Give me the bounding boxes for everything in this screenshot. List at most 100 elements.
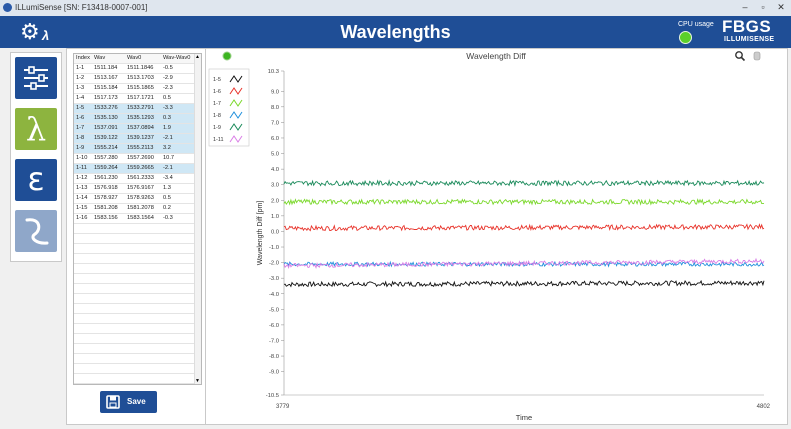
- column-header-index[interactable]: Index: [76, 55, 90, 61]
- close-button[interactable]: ✕: [777, 2, 785, 12]
- y-tick-label: -7.0: [269, 338, 279, 344]
- cell-wav: 1537.091: [94, 125, 118, 131]
- cell-index: 1-16: [76, 215, 88, 221]
- table-row[interactable]: 1-11 1559.264 1559.2665 -2.1: [74, 164, 201, 174]
- table-row[interactable]: 1-9 1555.214 1555.2113 3.2: [74, 144, 201, 154]
- cell-wav0: 1581.2078: [127, 205, 154, 211]
- minimize-button[interactable]: –: [742, 2, 748, 12]
- table-row[interactable]: 1-10 1557.280 1557.2690 10.7: [74, 154, 201, 164]
- table-row[interactable]: 1-13 1576.918 1576.9167 1.3: [74, 184, 201, 194]
- cell-wav: 1557.280: [94, 155, 118, 161]
- series-line-1-9: [283, 179, 765, 188]
- cell-wav: 1576.918: [94, 185, 118, 191]
- table-row[interactable]: 1-3 1515.184 1515.1865 -2.3: [74, 84, 201, 94]
- series-line-1-5: [283, 279, 765, 288]
- window-title: ILLumiSense [SN: F13418-0007-001]: [15, 3, 148, 12]
- page-title: Wavelengths: [340, 22, 451, 42]
- table-scrollbar[interactable]: ▲ ▼: [194, 54, 201, 384]
- table-row-empty: [74, 284, 201, 294]
- table-row[interactable]: 1-7 1537.091 1537.0894 1.9: [74, 124, 201, 134]
- x-tick-label: 4802: [757, 404, 771, 410]
- table-row-empty: [74, 224, 201, 234]
- table-row-empty: [74, 354, 201, 364]
- app-icon: [3, 3, 12, 12]
- legend-swatch: [229, 75, 243, 83]
- cell-index: 1-10: [76, 155, 88, 161]
- cell-wav0: 1513.1703: [127, 75, 154, 81]
- column-header-wav[interactable]: Wav: [94, 55, 106, 61]
- scroll-down-icon[interactable]: ▼: [195, 378, 200, 384]
- cell-wav: 1561.230: [94, 175, 118, 181]
- cell-index: 1-8: [76, 135, 85, 141]
- cell-diff: -2.1: [163, 135, 173, 141]
- cell-index: 1-6: [76, 115, 85, 121]
- cell-diff: -0.3: [163, 215, 173, 221]
- left-nav: λ ε: [10, 52, 62, 262]
- table-row-empty: [74, 294, 201, 304]
- sliders-icon: [24, 66, 48, 90]
- gear-icon[interactable]: ⚙: [20, 19, 40, 44]
- nav-shape-button[interactable]: [15, 210, 57, 252]
- cell-diff: -2.1: [163, 165, 173, 171]
- wavelength-diff-chart[interactable]: Wavelength Diff 10.3 9.0 8.0 7.0 6.0 5.0 4.0 3.0…: [206, 49, 787, 424]
- table-row[interactable]: 1-2 1513.167 1513.1703 -2.9: [74, 74, 201, 84]
- legend-label: 1-8: [213, 113, 221, 119]
- column-header-diff[interactable]: Wav-Wav0: [163, 55, 191, 61]
- table-row[interactable]: 1-12 1561.230 1561.2333 -3.4: [74, 174, 201, 184]
- cell-wav: 1511.184: [94, 65, 118, 71]
- cell-diff: -0.5: [163, 65, 173, 71]
- table-row-empty: [74, 244, 201, 254]
- save-button[interactable]: Save: [100, 391, 157, 413]
- table-row[interactable]: 1-14 1578.927 1578.9263 0.5: [74, 194, 201, 204]
- save-button-label: Save: [127, 397, 146, 406]
- cell-index: 1-2: [76, 75, 85, 81]
- cell-diff: -3.3: [163, 105, 173, 111]
- cell-diff: 0.2: [163, 205, 171, 211]
- cell-index: 1-5: [76, 105, 85, 111]
- cell-index: 1-4: [76, 95, 85, 101]
- cell-index: 1-7: [76, 125, 85, 131]
- table-row[interactable]: 1-6 1535.130 1535.1293 0.3: [74, 114, 201, 124]
- series-line-1-6: [283, 223, 765, 232]
- y-tick-label: -9.0: [269, 370, 279, 376]
- cell-index: 1-9: [76, 145, 85, 151]
- y-tick-label: 5.0: [271, 152, 279, 158]
- table-row[interactable]: 1-1 1511.184 1511.1846 -0.5: [74, 64, 201, 74]
- table-row-empty: [74, 274, 201, 284]
- cell-wav0: 1583.1564: [127, 215, 154, 221]
- table-row[interactable]: 1-5 1533.276 1533.2791 -3.3: [74, 104, 201, 114]
- y-tick-label: -8.0: [269, 354, 279, 360]
- legend-swatch: [229, 123, 243, 131]
- table-row[interactable]: 1-4 1517.173 1517.1721 0.5: [74, 94, 201, 104]
- nav-strain-button[interactable]: ε: [15, 159, 57, 201]
- y-tick-label: -6.0: [269, 323, 279, 329]
- scroll-up-icon[interactable]: ▲: [195, 54, 200, 60]
- cell-diff: 1.9: [163, 125, 171, 131]
- table-row[interactable]: 1-15 1581.208 1581.2078 0.2: [74, 204, 201, 214]
- zoom-icon[interactable]: [735, 51, 746, 62]
- column-header-wav0[interactable]: Wav0: [127, 55, 142, 61]
- nav-settings-button[interactable]: [15, 57, 57, 99]
- cell-wav0: 1561.2333: [127, 175, 154, 181]
- maximize-button[interactable]: ▫: [761, 2, 765, 12]
- x-axis-label: Time: [516, 413, 532, 422]
- nav-wavelength-button[interactable]: λ: [15, 108, 57, 150]
- y-tick-label: -2.0: [269, 261, 279, 267]
- table-row[interactable]: 1-16 1583.156 1583.1564 -0.3: [74, 214, 201, 224]
- status-led-icon: [222, 51, 232, 61]
- plot-panel: Wavelength Diff 10.3 9.0 8.0 7.0 6.0 5.0 4.0 3.0…: [205, 48, 788, 425]
- table-row-empty: [74, 324, 201, 334]
- table-row-empty: [74, 344, 201, 354]
- pan-hand-icon[interactable]: [753, 51, 761, 61]
- cell-wav: 1559.264: [94, 165, 118, 171]
- cell-wav: 1517.173: [94, 95, 118, 101]
- cell-wav: 1533.276: [94, 105, 118, 111]
- cell-wav: 1578.927: [94, 195, 118, 201]
- cell-diff: -2.9: [163, 75, 173, 81]
- lambda-icon: λ: [42, 28, 50, 43]
- legend-label: 1-11: [213, 137, 224, 143]
- window-titlebar: ILLumiSense [SN: F13418-0007-001] – ▫ ✕: [0, 0, 791, 17]
- table-row[interactable]: 1-8 1539.122 1539.1237 -2.1: [74, 134, 201, 144]
- cell-index: 1-14: [76, 195, 88, 201]
- cell-wav: 1583.156: [94, 215, 118, 221]
